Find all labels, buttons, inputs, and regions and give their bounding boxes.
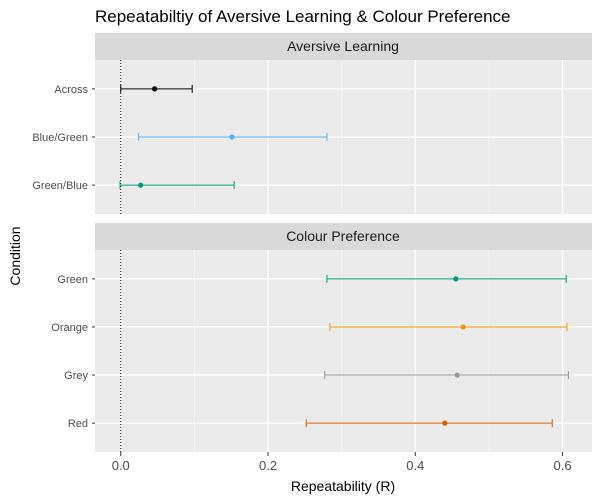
y-tick-label-across: Across	[54, 84, 88, 96]
x-tick-label: 0.6	[554, 458, 572, 473]
marks-aversive-learning	[119, 60, 328, 214]
x-axis-label: Repeatability (R)	[291, 478, 395, 494]
strip-label-colour-preference: Colour Preference	[286, 228, 400, 244]
strip-aversive-learning	[95, 33, 592, 60]
marks-colour-preference	[120, 250, 569, 452]
x-tick-label: 0.4	[406, 458, 424, 473]
x-tick-label: 0.0	[112, 458, 130, 473]
y-tick-label-green-blue: Green/Blue	[32, 180, 88, 192]
point-green	[453, 276, 459, 282]
y-tick-label-green: Green	[57, 274, 88, 286]
x-tick-label: 0.2	[259, 458, 277, 473]
y-axis-label: Condition	[7, 226, 23, 285]
x-axis: 0.0 0.2 0.4 0.6	[112, 452, 572, 473]
y-tick-label-orange: Orange	[51, 322, 88, 334]
strip-colour-preference	[95, 223, 592, 250]
y-tick-label-red: Red	[68, 418, 88, 430]
point-red	[442, 420, 448, 426]
point-orange	[460, 324, 466, 330]
panel-aversive-learning: Aversive Learning	[95, 33, 592, 214]
y-tick-label-blue-green: Blue/Green	[32, 132, 88, 144]
point-across	[152, 86, 158, 92]
y-tick-label-grey: Grey	[64, 370, 88, 382]
point-green-blue	[138, 182, 144, 188]
panel-colour-preference: Colour Preference	[95, 223, 592, 452]
strip-label-aversive-learning: Aversive Learning	[287, 38, 399, 54]
chart-title: Repeatabiltiy of Aversive Learning & Col…	[95, 7, 510, 26]
panel-background-colour-preference	[95, 250, 592, 452]
point-grey	[454, 372, 460, 378]
point-blue-green	[229, 134, 235, 140]
